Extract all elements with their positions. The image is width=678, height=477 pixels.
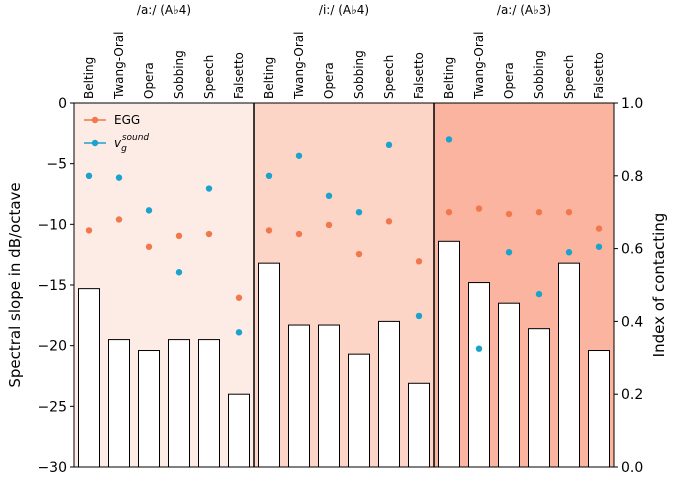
bar (588, 350, 610, 468)
vg-point (115, 174, 123, 181)
egg-point (535, 209, 543, 216)
legend-vg-marker (91, 139, 99, 147)
category-label: Belting (262, 57, 276, 99)
bar (528, 328, 550, 468)
egg-point (205, 230, 213, 238)
category-label: Sobbing (352, 50, 366, 99)
left-tick-label: 0 (58, 96, 67, 112)
egg-point (505, 210, 513, 218)
bar (408, 382, 430, 468)
left-tick-label: −30 (37, 460, 67, 476)
vg-point (505, 249, 513, 256)
bar (378, 320, 400, 468)
bar (108, 339, 130, 468)
left-tick-label: −10 (37, 217, 67, 233)
vg-point (475, 345, 483, 352)
egg-point (355, 250, 363, 258)
category-label: Twang-Oral (292, 32, 306, 100)
left-tick-label: −5 (46, 157, 67, 173)
bar (468, 282, 490, 468)
vg-point (385, 141, 393, 149)
y-axis-right-title: Index of contacting (650, 213, 668, 358)
vg-point (355, 209, 363, 216)
category-label: Speech (382, 55, 396, 99)
category-label: Opera (322, 62, 336, 99)
vg-point (445, 136, 453, 143)
group-background-2 (254, 103, 434, 467)
egg-point (475, 205, 483, 212)
bar (168, 339, 190, 468)
category-label: Falsetto (232, 52, 246, 99)
category-label: Speech (562, 55, 576, 99)
vg-point (145, 207, 153, 214)
vg-point (85, 172, 93, 179)
vg-point (565, 249, 573, 256)
category-label: Speech (202, 55, 216, 99)
category-label: Belting (82, 57, 96, 99)
bar (138, 350, 160, 468)
vg-point (595, 243, 603, 250)
egg-point (415, 258, 423, 265)
bar (498, 302, 520, 468)
vg-point (205, 185, 213, 192)
right-tick-label: 1.0 (621, 96, 643, 112)
right-tick-label: 0.8 (621, 169, 643, 185)
vg-point (325, 192, 333, 200)
legend-vg-label: vgsound (114, 133, 149, 154)
bar (348, 353, 370, 468)
egg-point (85, 227, 93, 234)
bar (558, 262, 580, 468)
right-tick-label: 0.0 (621, 460, 643, 476)
category-label: Falsetto (592, 52, 606, 99)
right-tick-label: 0.6 (621, 242, 643, 258)
vg-point (535, 290, 543, 298)
bar (228, 393, 250, 468)
vg-point (265, 172, 273, 179)
category-label: Falsetto (412, 52, 426, 99)
vg-point (295, 152, 303, 159)
vg-point (235, 329, 243, 336)
group-background-3 (434, 103, 614, 467)
group-label-3: /a:/ (A♭3) (497, 3, 551, 17)
egg-point (385, 218, 393, 225)
legend-egg-label: EGG (114, 113, 140, 127)
right-tick-label: 0.2 (621, 387, 643, 403)
egg-point (325, 221, 333, 229)
bar (438, 240, 460, 468)
egg-point (175, 232, 183, 240)
vg-point (175, 269, 183, 276)
left-tick-label: −25 (37, 399, 67, 415)
legend-egg-marker (91, 116, 99, 124)
egg-point (445, 209, 453, 216)
group-background-1 (74, 103, 254, 467)
egg-point (295, 230, 303, 238)
egg-point (115, 216, 123, 223)
category-label: Belting (442, 57, 456, 99)
category-label: Sobbing (532, 50, 546, 99)
bar (318, 324, 340, 468)
y-axis-left-title: Spectral slope in dB/octave (6, 182, 24, 387)
egg-point (145, 243, 153, 250)
bar (288, 324, 310, 468)
group-label-1: /a:/ (A♭4) (137, 3, 191, 17)
left-tick-label: −15 (37, 278, 67, 294)
right-tick-label: 0.4 (621, 314, 643, 330)
bar (258, 262, 280, 468)
left-tick-label: −20 (37, 339, 67, 355)
bar (78, 288, 100, 468)
egg-point (595, 225, 603, 232)
bar (198, 339, 220, 468)
category-label: Twang-Oral (472, 32, 486, 100)
category-label: Opera (142, 62, 156, 99)
egg-point (265, 227, 273, 234)
category-label: Opera (502, 62, 516, 99)
egg-point (235, 294, 243, 301)
egg-point (565, 209, 573, 216)
category-label: Sobbing (172, 50, 186, 99)
group-label-2: /i:/ (A♭4) (319, 3, 369, 17)
vg-point (415, 312, 423, 320)
category-label: Twang-Oral (112, 32, 126, 100)
